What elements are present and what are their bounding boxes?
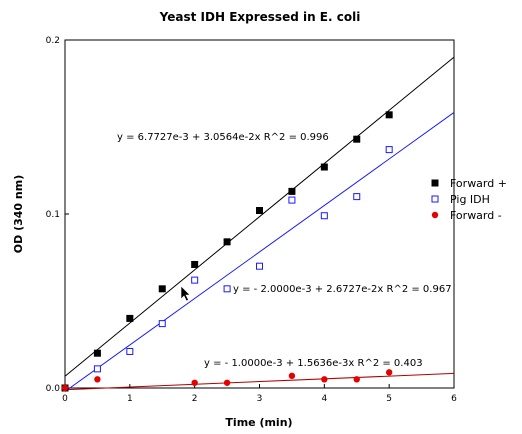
x-tick-label: 2 [192, 394, 198, 404]
legend-marker-0 [431, 179, 439, 187]
y-tick-label: 0.1 [46, 210, 60, 220]
equation-forward-minus: y = - 1.0000e-3 + 1.5636e-3x R^2 = 0.403 [204, 358, 423, 369]
data-point-series-1 [158, 320, 166, 328]
x-tick-label: 1 [127, 394, 133, 404]
data-point-series-0 [288, 187, 296, 195]
equation-pig-idh: y = - 2.0000e-3 + 2.6727e-2x R^2 = 0.967 [233, 284, 452, 295]
x-tick-label: 3 [257, 394, 263, 404]
data-points [61, 111, 393, 392]
data-point-series-1 [191, 276, 199, 284]
data-point-series-0 [126, 314, 134, 322]
data-point-series-0 [385, 111, 393, 119]
chart-title: Yeast IDH Expressed in E. coli [159, 10, 361, 24]
data-point-series-2 [61, 384, 69, 392]
data-point-series-1 [288, 196, 296, 204]
data-point-series-0 [93, 349, 101, 357]
legend-marker-2 [431, 211, 439, 219]
x-tick-label: 6 [451, 394, 457, 404]
data-point-series-1 [353, 193, 361, 201]
data-point-series-2 [223, 379, 231, 386]
data-point-series-0 [191, 260, 199, 268]
data-point-series-0 [353, 135, 361, 143]
x-tick-label: 5 [386, 394, 392, 404]
data-point-series-2 [288, 372, 296, 380]
data-point-series-2 [385, 369, 393, 376]
data-point-series-1 [93, 365, 101, 373]
data-point-series-2 [191, 379, 198, 386]
data-point-series-0 [320, 163, 328, 171]
fit-lines [64, 56, 455, 392]
data-point-series-1 [256, 262, 263, 270]
y-tick-label: 0.0 [46, 384, 61, 394]
fit-line-1 [64, 112, 455, 392]
legend-label-1: Pig IDH [450, 193, 490, 206]
axis-ticks: 0 1 2 3 4 5 6 0.0 0.1 0.2 [46, 36, 457, 404]
x-tick-label: 4 [321, 394, 327, 404]
data-point-series-0 [158, 285, 166, 293]
cursor-arrow-icon [180, 285, 191, 302]
fit-line-2 [64, 372, 455, 391]
data-point-series-1 [320, 212, 328, 220]
x-axis-label: Time (min) [225, 416, 292, 429]
y-tick-label: 0.2 [46, 36, 60, 46]
data-point-series-2 [321, 376, 328, 383]
y-axis-label: OD (340 nm) [12, 175, 25, 253]
legend: Forward + Pig IDH Forward - [431, 177, 507, 222]
legend-label-0: Forward + [450, 177, 507, 190]
data-point-series-1 [223, 285, 231, 293]
x-tick-label: 0 [62, 394, 68, 404]
data-point-series-1 [126, 347, 134, 355]
fit-line-0 [64, 56, 455, 377]
data-point-series-2 [353, 376, 360, 383]
data-point-series-1 [385, 146, 393, 154]
equation-forward-plus: y = 6.7727e-3 + 3.0564e-2x R^2 = 0.996 [117, 132, 329, 143]
data-point-series-0 [256, 207, 263, 215]
legend-label-2: Forward - [450, 209, 502, 222]
data-point-series-2 [94, 376, 101, 383]
data-point-series-0 [223, 238, 231, 246]
legend-marker-1 [431, 195, 439, 203]
